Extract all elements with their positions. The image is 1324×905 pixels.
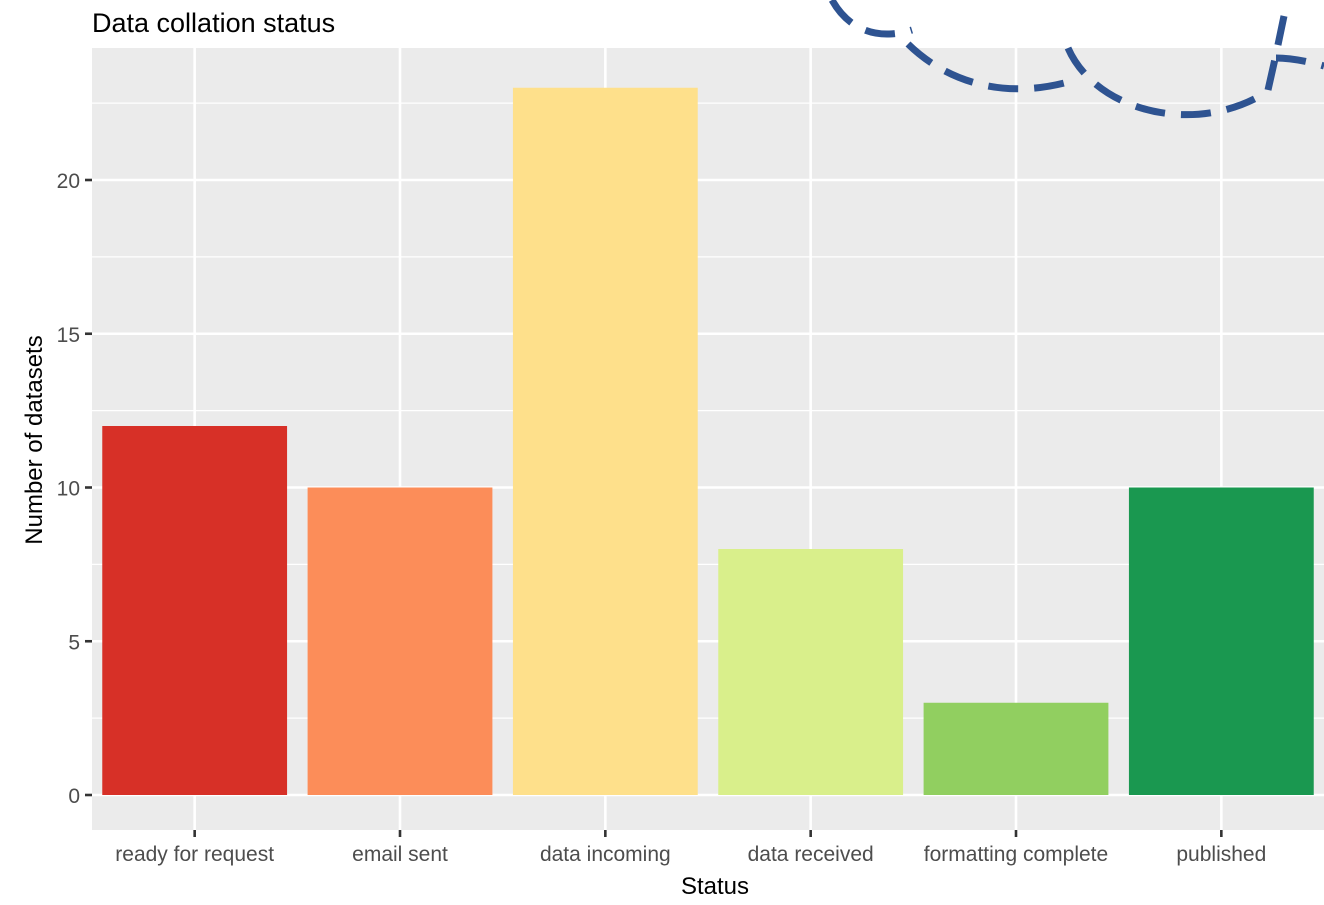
y-axis: 0 5 10 15 20 xyxy=(57,170,92,808)
bar xyxy=(307,487,493,795)
bar xyxy=(718,549,904,795)
dashed-arc-left xyxy=(828,0,914,38)
x-tick-label: data received xyxy=(748,843,874,866)
y-tick-label: 5 xyxy=(68,631,80,654)
bar xyxy=(923,702,1109,795)
y-axis-title: Number of datasets xyxy=(21,335,48,544)
bar xyxy=(512,87,698,795)
y-tick-label: 10 xyxy=(57,478,80,501)
dashed-arc-overlay xyxy=(828,0,1324,119)
x-tick-label: formatting complete xyxy=(924,843,1108,866)
x-tick-label: ready for request xyxy=(115,843,274,866)
bar xyxy=(102,426,288,795)
y-tick-label: 15 xyxy=(57,324,80,347)
dashed-arc-right-upper xyxy=(1264,15,1288,91)
x-tick-label: email sent xyxy=(352,843,448,866)
x-axis-title: Status xyxy=(681,873,749,900)
bars-group xyxy=(102,87,1314,795)
x-axis: ready for request email sent data incoming… xyxy=(115,830,1266,866)
plot-panel xyxy=(92,48,1324,830)
dashed-arc-middle xyxy=(905,41,1077,93)
chart-title: Data collation status xyxy=(92,8,335,38)
dashed-arc-right-lower xyxy=(1064,46,1262,119)
y-tick-label: 20 xyxy=(57,170,80,193)
bar xyxy=(1128,487,1314,795)
x-tick-label: published xyxy=(1176,843,1266,866)
x-tick-label: data incoming xyxy=(540,843,671,866)
dashed-arc-edge xyxy=(1275,54,1324,70)
y-tick-label: 0 xyxy=(68,785,80,808)
minor-gridlines xyxy=(92,102,1324,719)
